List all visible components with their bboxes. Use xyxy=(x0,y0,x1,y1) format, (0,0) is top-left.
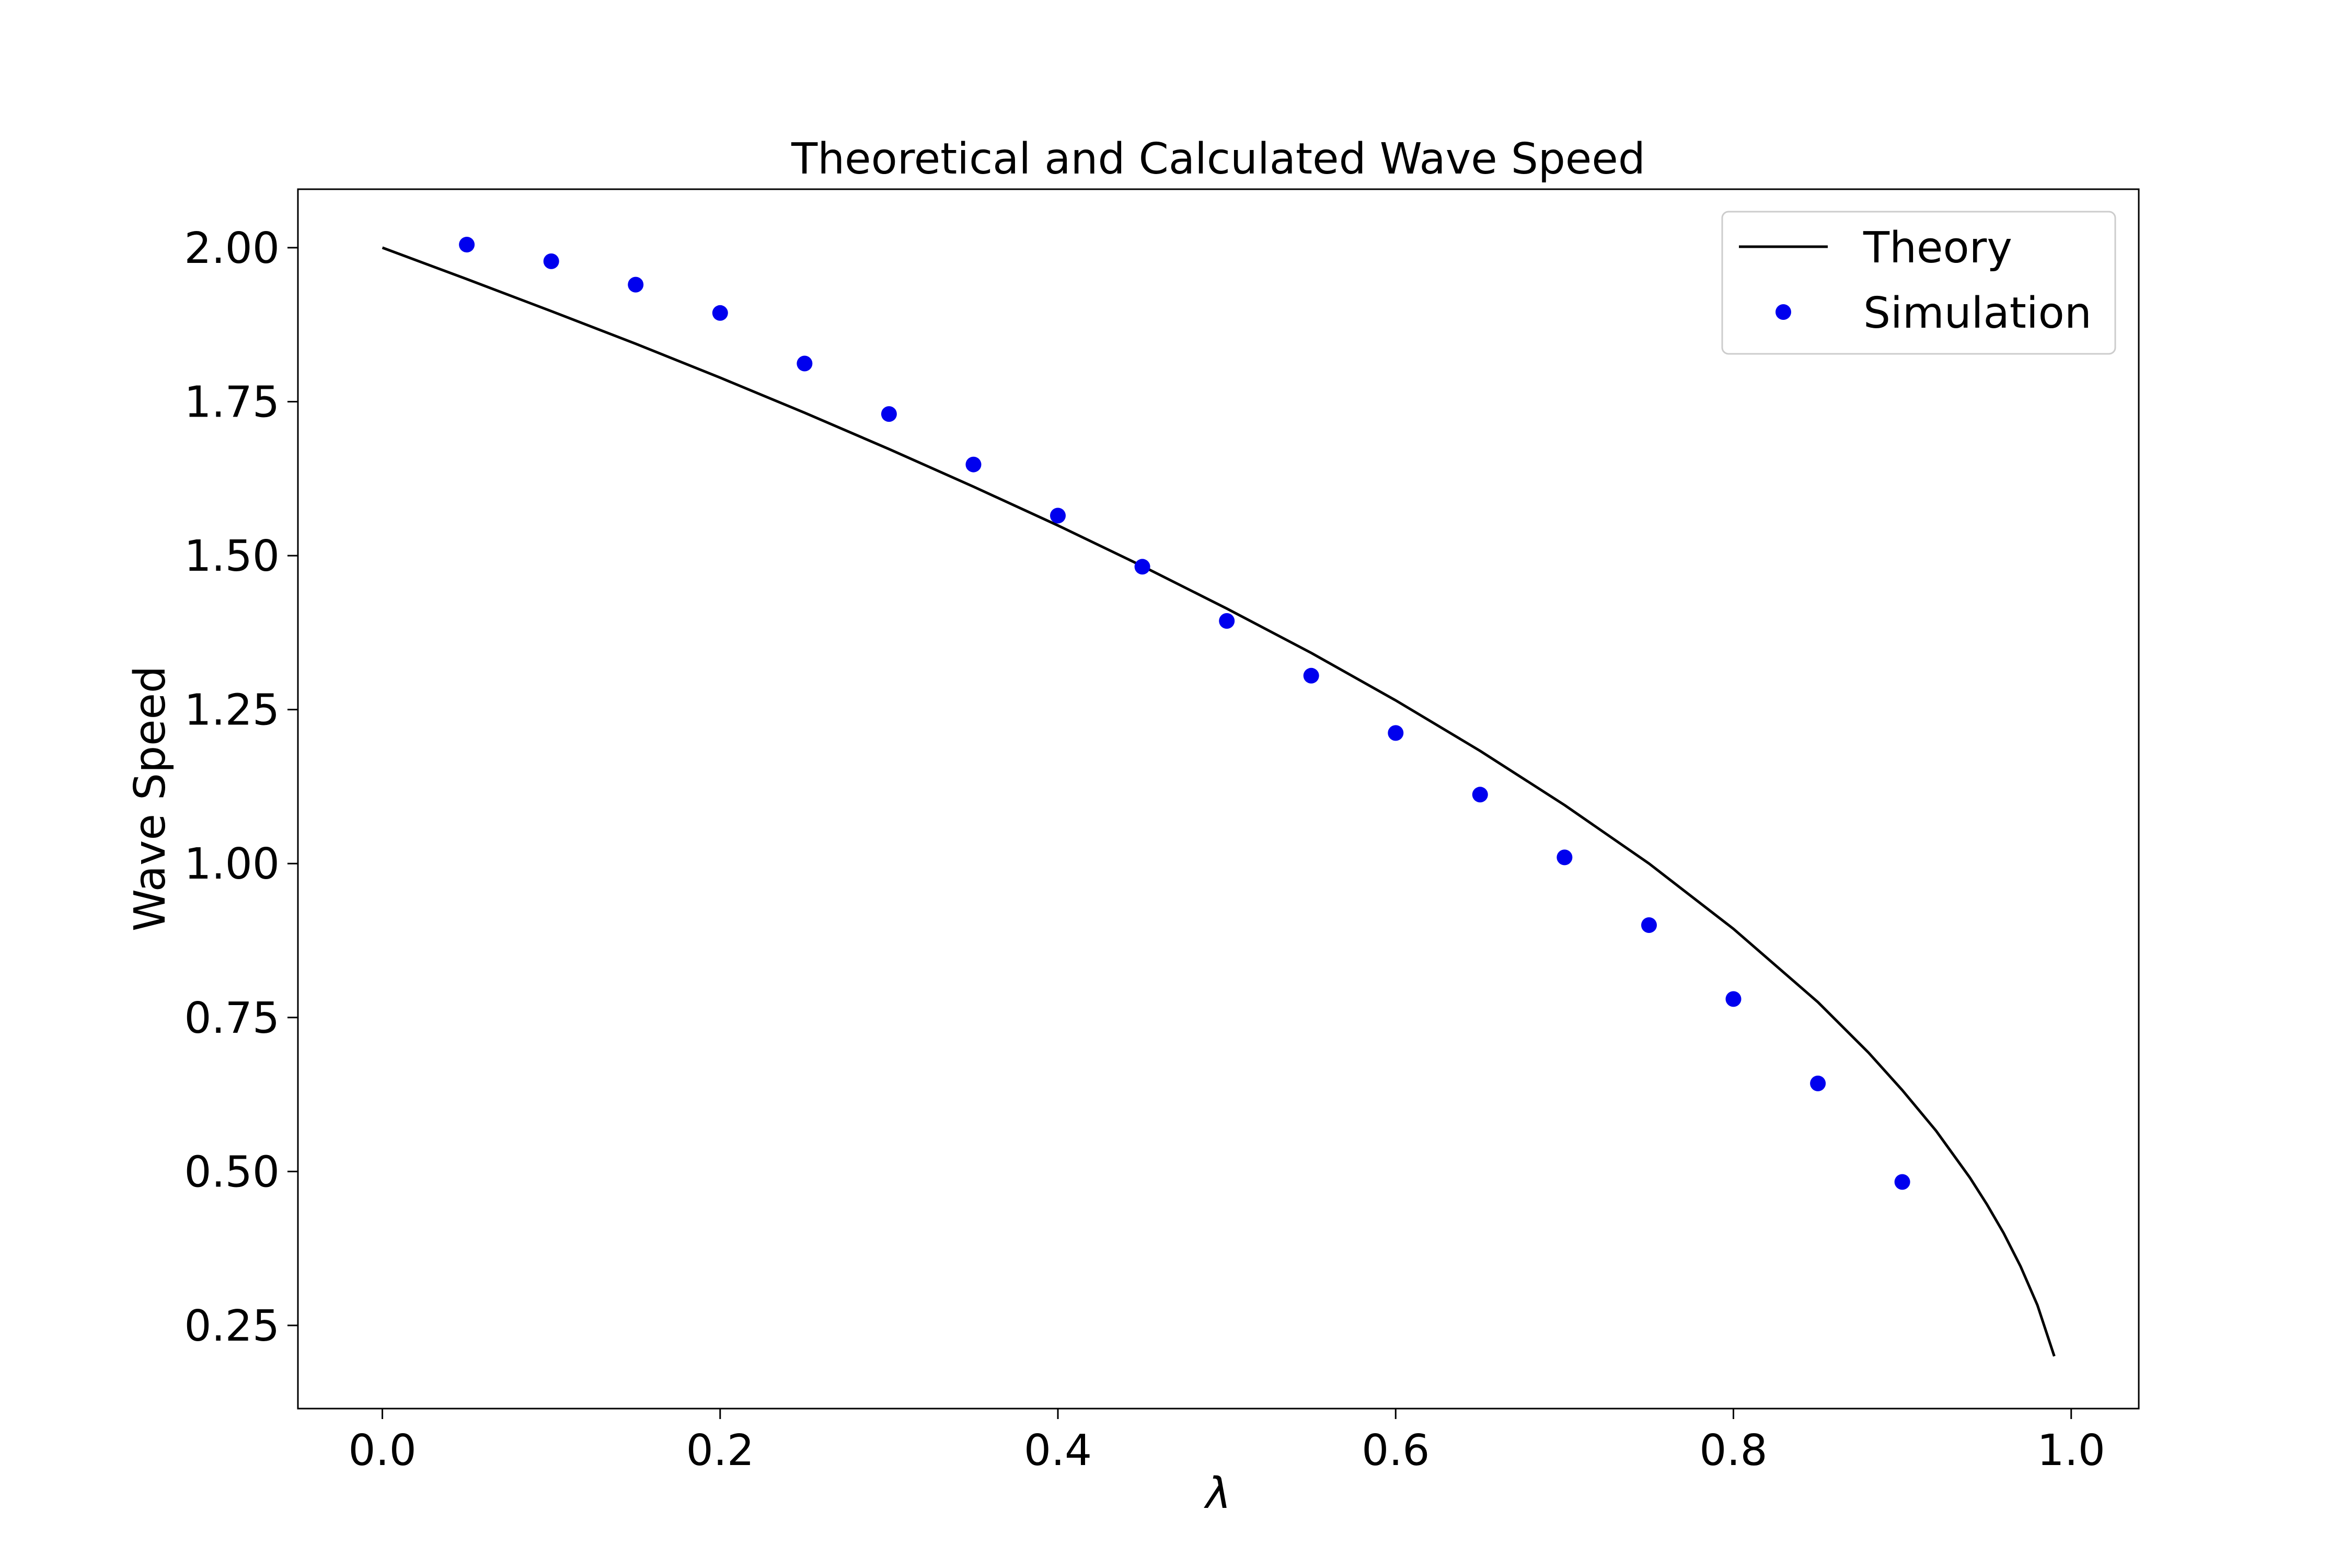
legend-simulation-label: Simulation xyxy=(1863,289,2092,338)
y-tick-label: 0.50 xyxy=(184,1147,280,1197)
x-tick-label: 0.0 xyxy=(348,1426,416,1475)
simulation-point xyxy=(1641,917,1657,933)
point-layer xyxy=(459,237,1910,1190)
simulation-point xyxy=(628,276,644,293)
simulation-point xyxy=(965,456,982,472)
simulation-point xyxy=(1303,667,1319,684)
simulation-point xyxy=(1472,787,1488,803)
line-layer xyxy=(382,246,2056,1357)
y-tick-label: 0.25 xyxy=(184,1301,280,1351)
x-axis-label: λ xyxy=(1204,1469,1231,1518)
x-tick-label: 0.4 xyxy=(1024,1426,1092,1475)
y-tick-label: 0.75 xyxy=(184,994,280,1043)
simulation-point xyxy=(712,305,728,321)
y-tick-label: 1.25 xyxy=(184,686,280,735)
simulation-point xyxy=(459,237,475,252)
y-tick-label: 1.00 xyxy=(184,839,280,889)
simulation-point xyxy=(1894,1174,1910,1190)
x-tick-label: 1.0 xyxy=(2037,1426,2105,1475)
x-tick-label: 0.6 xyxy=(1362,1426,1429,1475)
tick-layer: 0.0 0.2 0.4 0.6 0.8 1.0 0.25 0.50 0.75 1.00 1.25 1.… xyxy=(184,224,2105,1475)
simulation-point xyxy=(1219,613,1235,629)
simulation-point xyxy=(797,355,813,372)
simulation-point xyxy=(1050,508,1066,524)
x-tick-label: 0.2 xyxy=(686,1426,754,1475)
simulation-point xyxy=(543,253,559,269)
simulation-point xyxy=(1134,559,1150,575)
y-tick-label: 1.75 xyxy=(184,378,280,428)
y-tick-label: 2.00 xyxy=(184,224,280,273)
y-axis-label: Wave Speed xyxy=(125,666,175,931)
simulation-point xyxy=(1810,1075,1826,1091)
simulation-point xyxy=(881,406,897,422)
plot-area-frame xyxy=(297,188,2140,1410)
y-tick-label: 1.50 xyxy=(184,532,280,581)
theory-series-line xyxy=(382,246,2056,1357)
simulation-point xyxy=(1557,849,1573,866)
simulation-point xyxy=(1388,725,1404,741)
legend: Theory Simulation xyxy=(1721,211,2116,355)
legend-simulation-swatch xyxy=(1775,304,1791,320)
legend-theory-label: Theory xyxy=(1863,223,2012,273)
chart-title: Theoretical and Calculated Wave Speed xyxy=(791,134,1645,184)
x-tick-label: 0.8 xyxy=(1699,1426,1767,1475)
simulation-point xyxy=(1725,991,1742,1007)
